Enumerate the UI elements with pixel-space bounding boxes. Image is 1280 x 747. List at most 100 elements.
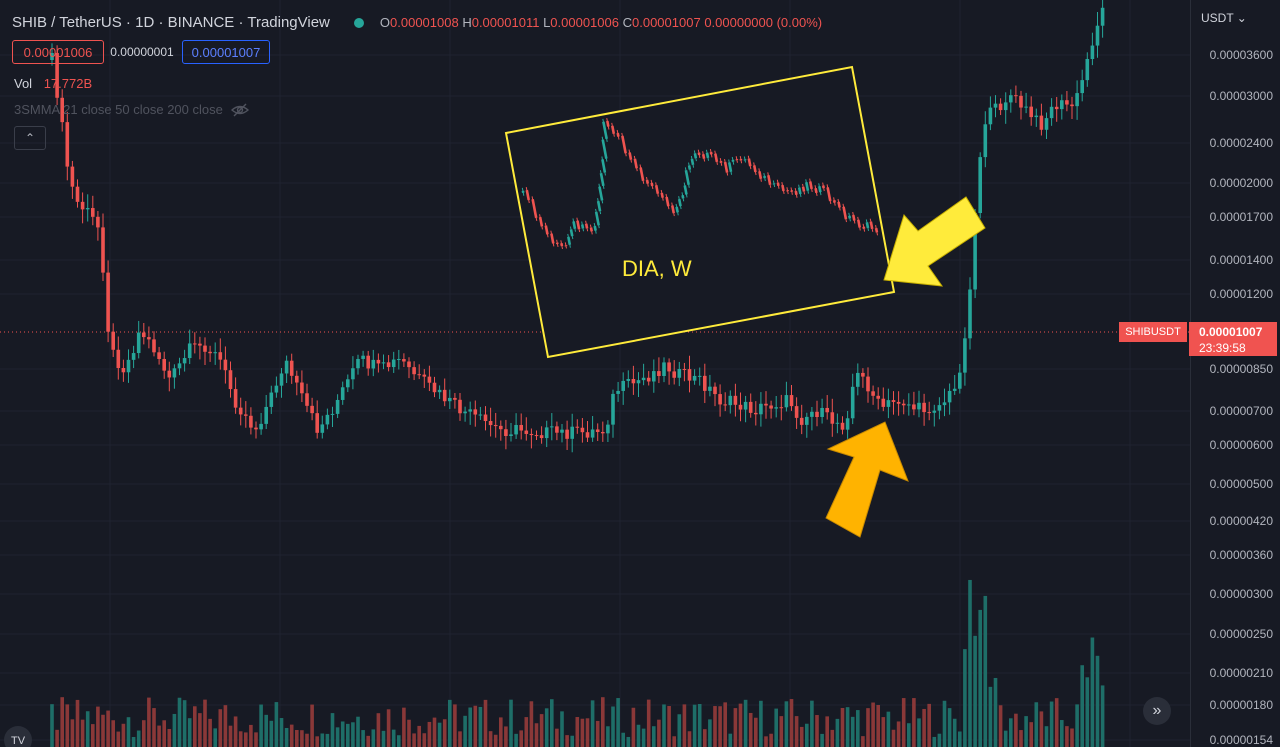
candle-body	[70, 166, 75, 187]
scroll-to-realtime-button[interactable]: »	[1143, 697, 1171, 725]
candle-body	[101, 227, 105, 273]
volume-bar	[708, 719, 712, 747]
candle-body	[769, 405, 773, 409]
collapse-legend-button[interactable]: ⌃	[14, 126, 46, 150]
price-tick: 0.00000420	[1209, 514, 1273, 528]
sell-button[interactable]: 0.00001006	[12, 40, 104, 64]
candle-body	[213, 352, 217, 354]
volume-bar	[907, 723, 911, 747]
volume-bar	[458, 731, 462, 747]
candle-body	[1075, 93, 1079, 107]
price-tick: 0.00000500	[1209, 477, 1273, 491]
volume-bar	[754, 717, 758, 747]
inset-candle	[727, 162, 733, 173]
volume-bar	[468, 707, 472, 747]
volume-bar	[1049, 701, 1054, 747]
volume-bar	[886, 711, 891, 747]
inset-candle	[555, 242, 559, 245]
candle-body	[723, 404, 727, 406]
candle-body	[208, 351, 212, 354]
candle-body	[626, 379, 631, 381]
volume-bar	[356, 716, 360, 747]
candle-body	[641, 377, 646, 381]
candle-body	[1054, 106, 1059, 110]
candle-body	[733, 395, 738, 405]
candle-body	[917, 402, 921, 410]
candle-body	[1070, 104, 1074, 107]
volume-bar	[254, 732, 258, 747]
candle-body	[432, 382, 437, 393]
candle-body	[1039, 115, 1044, 130]
price-tick: 0.00000600	[1209, 438, 1273, 452]
price-tick: 0.00001200	[1209, 287, 1273, 301]
price-scale[interactable]: USDT ⌄ 0.00003600 0.00003000 0.00002400 0.0…	[1190, 0, 1280, 747]
volume-bar	[1003, 730, 1008, 747]
buy-button[interactable]: 0.00001007	[182, 40, 270, 64]
volume-legend[interactable]: Vol 17.772B	[14, 76, 93, 91]
volume-bar	[397, 735, 401, 747]
candle-body	[774, 407, 778, 409]
currency-selector[interactable]: USDT ⌄	[1201, 11, 1247, 25]
inset-candle	[837, 201, 841, 208]
inset-candle	[856, 219, 862, 228]
volume-bar	[269, 720, 274, 747]
volume-bar	[606, 726, 610, 747]
candle-body	[1090, 45, 1095, 59]
volume-bar	[325, 733, 330, 747]
volume-bar	[815, 715, 819, 747]
volume-bar	[830, 729, 835, 747]
candle-body	[912, 404, 916, 410]
candle-body	[595, 429, 600, 432]
volume-bar	[55, 729, 59, 747]
candle-body	[330, 413, 335, 415]
inset-candle	[665, 196, 670, 207]
volume-bar	[784, 701, 789, 747]
volume-bar	[993, 677, 998, 747]
candle-body	[279, 373, 284, 386]
volume-bar	[958, 731, 962, 747]
volume-bar	[1014, 713, 1018, 747]
volume-bar	[1029, 722, 1033, 747]
orange-arrow[interactable]	[825, 421, 909, 538]
inset-candle	[671, 205, 676, 214]
chart-canvas[interactable]: DIA, W	[0, 0, 1190, 747]
volume-bar	[376, 713, 381, 747]
volume-bar	[662, 704, 666, 747]
volume-bar	[96, 706, 100, 747]
volume-bar	[534, 723, 539, 747]
candle-body	[973, 213, 977, 290]
volume-bar	[570, 735, 574, 747]
inset-candles	[521, 118, 879, 250]
volume-bar	[320, 733, 325, 747]
candle-body	[198, 343, 202, 346]
symbol-title[interactable]: SHIB / TetherUS · 1D · BINANCE · Trading…	[12, 14, 330, 31]
candle-body	[830, 412, 835, 424]
annotation-inset-box[interactable]: DIA, W	[504, 65, 896, 359]
tradingview-logo[interactable]: TV	[0, 720, 40, 747]
candle-body	[172, 368, 177, 378]
chevron-down-icon: ⌄	[1236, 11, 1247, 25]
indicator-legend[interactable]: 3SMMA 21 close 50 close 200 close	[14, 102, 249, 117]
candle-body	[254, 427, 258, 430]
candle-body	[667, 362, 671, 372]
volume-bar	[391, 729, 396, 747]
volume-bar	[519, 730, 523, 747]
price-tick: 0.00000250	[1209, 627, 1273, 641]
inset-candle	[639, 167, 645, 182]
candle-body	[126, 359, 131, 373]
candle-body	[1065, 100, 1069, 105]
volume-bar	[896, 721, 901, 747]
candle-body	[300, 382, 304, 394]
price-tick: 0.00003000	[1209, 89, 1273, 103]
volume-bar	[162, 720, 166, 747]
volume-bar	[937, 733, 942, 747]
volume-bar	[284, 728, 289, 747]
candle-body	[677, 369, 682, 378]
eye-hidden-icon[interactable]	[230, 103, 249, 117]
candle-body	[274, 385, 279, 393]
yellow-arrow[interactable]	[883, 196, 986, 287]
volume-bar	[524, 717, 529, 747]
inset-candle	[594, 211, 600, 226]
volume-bar	[193, 706, 197, 747]
candle-body	[468, 409, 472, 412]
